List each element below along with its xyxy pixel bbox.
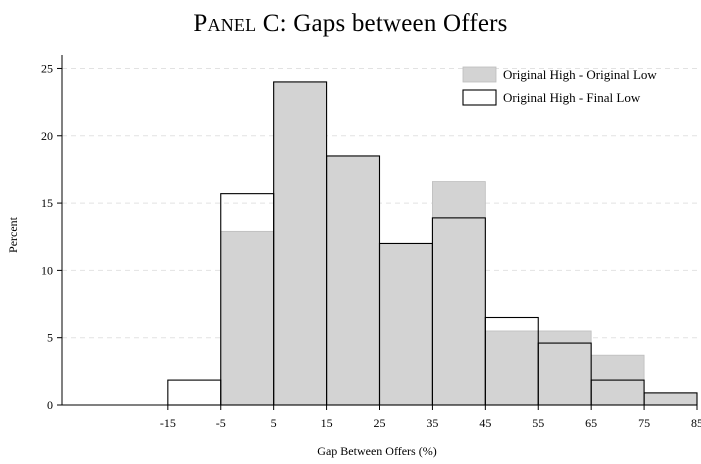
- bar-original-original-55: [537, 330, 592, 406]
- bar-original-original-75: [643, 392, 698, 406]
- y-tick-label-10: 10: [41, 263, 53, 277]
- bar-original-original-25: [379, 243, 433, 406]
- y-tick-label-25: 25: [41, 61, 53, 75]
- bar-original-original-15: [326, 155, 380, 406]
- bar-original-final--15: [167, 379, 222, 406]
- axes: [57, 55, 698, 410]
- tick-labels: 0 5 10 15 20 25 -15 -5 5 15 25 35 45 55 65 75 85: [41, 61, 701, 430]
- chart-title-panel: Panel C: [193, 10, 280, 37]
- x-tick-label-55: 55: [532, 416, 544, 430]
- bar-original-original--5: [220, 230, 275, 406]
- legend-label-original-final: Original High - Final Low: [503, 90, 641, 105]
- x-tick-label-65: 65: [585, 416, 597, 430]
- legend-swatch-original-final: [462, 89, 497, 106]
- x-tick-label-5: 5: [271, 416, 277, 430]
- x-tick-label-15: 15: [321, 416, 333, 430]
- bar-original-original-35: [432, 181, 486, 406]
- series-original-original-bars: [220, 81, 698, 406]
- series-original-final-bars: [167, 81, 698, 406]
- y-tick-label-5: 5: [47, 331, 53, 345]
- x-tick-label--5: -5: [216, 416, 226, 430]
- x-tick-label-75: 75: [638, 416, 650, 430]
- y-tick-label-15: 15: [41, 196, 53, 210]
- x-tick-label-45: 45: [479, 416, 491, 430]
- chart-title-text: : Gaps between Offers: [279, 10, 508, 37]
- legend-label-original-original: Original High - Original Low: [503, 67, 657, 82]
- chart-title: Panel C: Gaps between Offers: [0, 8, 701, 40]
- y-tick-label-0: 0: [47, 398, 53, 412]
- x-tick-label-25: 25: [374, 416, 386, 430]
- y-tick-label-20: 20: [41, 129, 53, 143]
- legend: Original High - Original Low Original Hi…: [462, 66, 657, 106]
- x-tick-label--15: -15: [160, 416, 176, 430]
- bar-original-original-5: [273, 81, 327, 406]
- y-axis-label: Percent: [6, 216, 20, 253]
- legend-swatch-original-original: [462, 66, 497, 83]
- x-tick-label-35: 35: [426, 416, 438, 430]
- x-axis-label: Gap Between Offers (%): [317, 444, 436, 458]
- x-tick-label-85: 85: [691, 416, 701, 430]
- bar-original-original-45: [484, 330, 539, 406]
